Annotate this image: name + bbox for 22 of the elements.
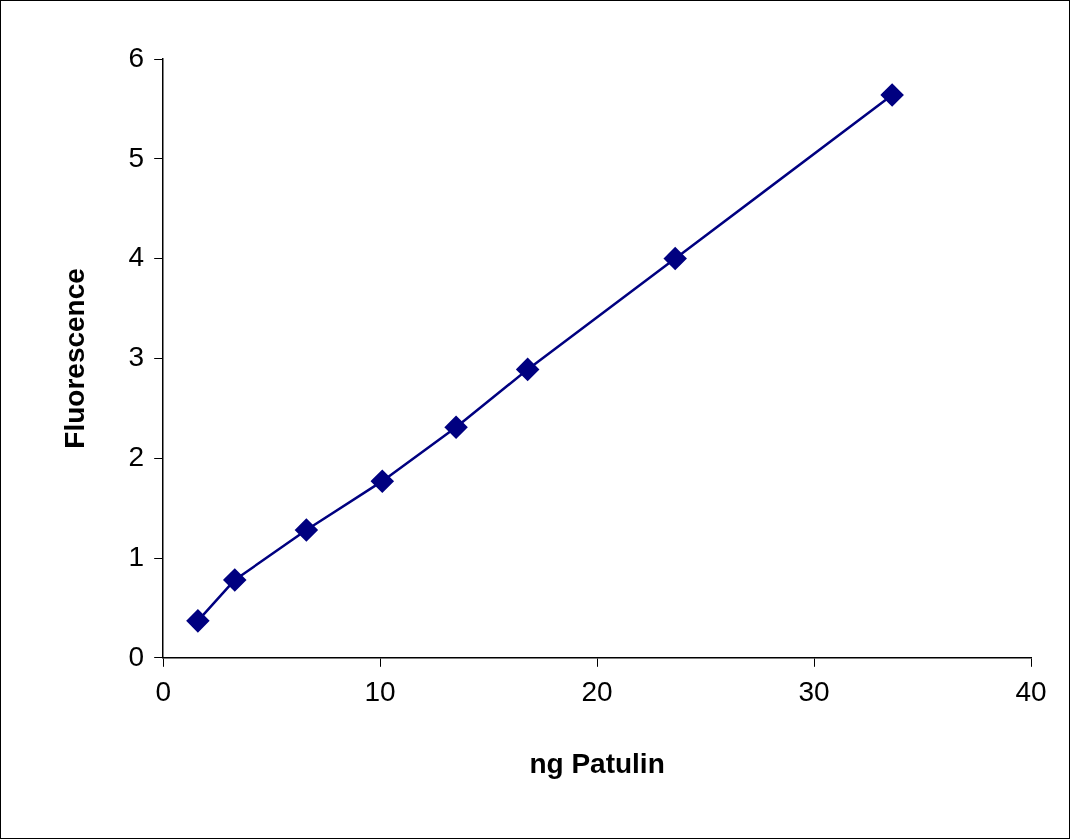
point: [663, 247, 687, 270]
point: [880, 83, 904, 107]
x-tick-label: 0: [155, 676, 171, 708]
y-tick-label: 0: [128, 640, 145, 672]
point: [444, 416, 468, 439]
x-axis-title: ng Patulin: [529, 747, 665, 779]
x-tick-label: 40: [1015, 676, 1047, 708]
point: [516, 358, 539, 381]
y-tick-label: 5: [128, 141, 145, 173]
x-tick-label: 10: [364, 676, 396, 708]
point: [371, 469, 394, 493]
y-tick-label: 1: [128, 540, 145, 572]
point: [295, 518, 318, 542]
x-tick-label: 20: [581, 676, 613, 708]
x-tick-label: 30: [798, 676, 830, 708]
y-axis-title: Fluorescence: [58, 268, 90, 449]
y-tick-label: 3: [128, 341, 145, 373]
point: [186, 609, 210, 633]
y-tick-label: 4: [128, 241, 145, 273]
point: [223, 568, 247, 592]
y-tick-label: 2: [128, 440, 145, 472]
y-tick-label: 6: [128, 41, 145, 73]
